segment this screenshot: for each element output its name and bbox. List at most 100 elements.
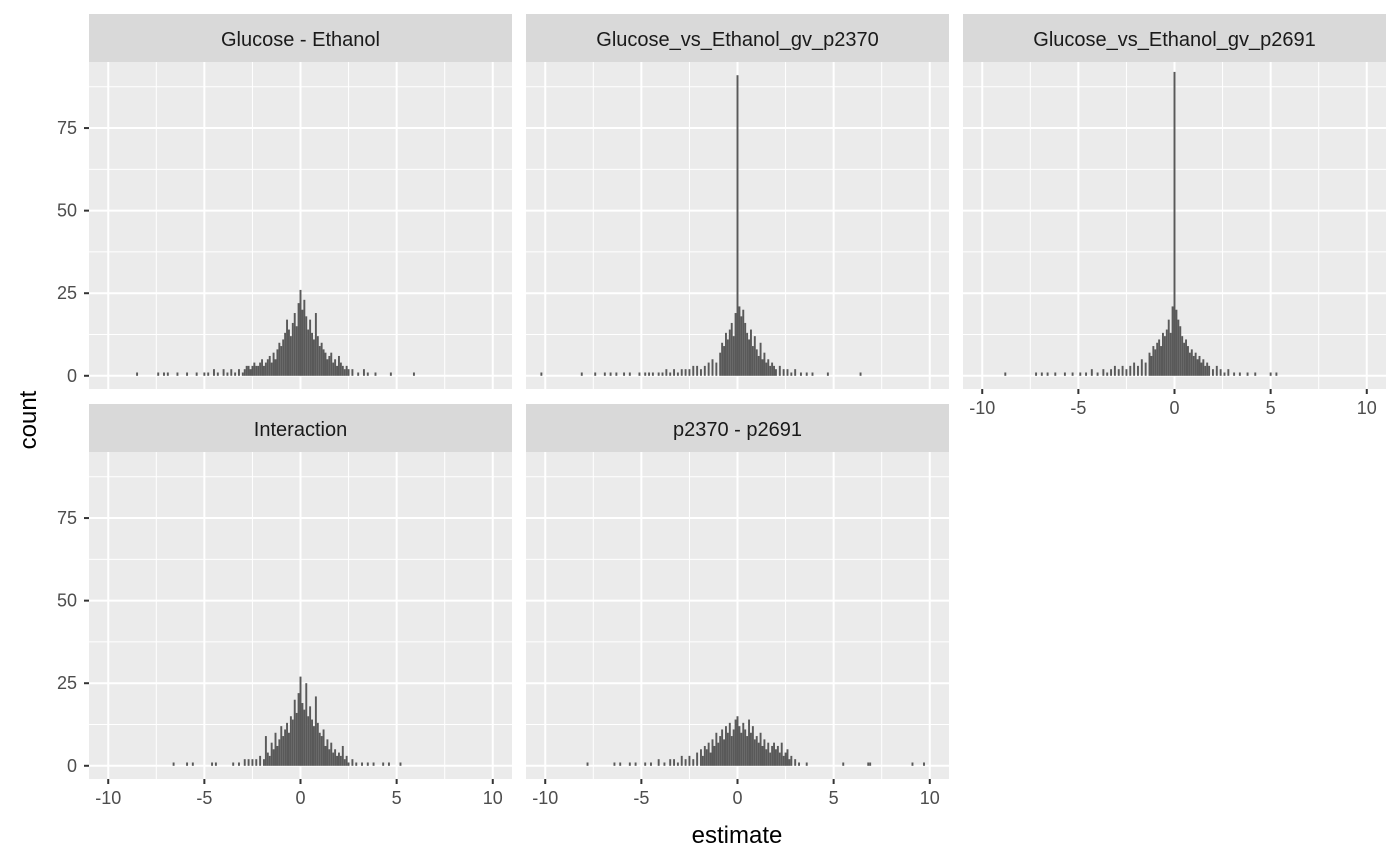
- histogram-bar: [763, 739, 766, 766]
- histogram-bar: [195, 372, 198, 376]
- histogram-bar: [278, 342, 281, 376]
- histogram-bar: [389, 372, 392, 376]
- histogram-bar: [1004, 372, 1007, 376]
- histogram-bar: [318, 732, 321, 766]
- x-tick-label: 10: [483, 788, 503, 808]
- histogram-bar: [782, 369, 785, 376]
- histogram-bar: [320, 342, 323, 376]
- histogram-bar: [1140, 359, 1143, 376]
- histogram-bar: [366, 372, 369, 376]
- histogram-bar: [1121, 365, 1124, 376]
- histogram-bar: [305, 316, 308, 376]
- histogram-bar: [284, 729, 287, 766]
- histogram-bar: [1085, 372, 1088, 376]
- histogram-bar: [657, 759, 660, 766]
- histogram-bar: [1150, 355, 1153, 376]
- histogram-bar: [1071, 372, 1074, 376]
- histogram-bar: [186, 372, 189, 376]
- histogram-bar: [1160, 346, 1163, 376]
- histogram-bar: [680, 369, 683, 376]
- histogram-bar: [799, 372, 802, 376]
- histogram-bar: [757, 355, 760, 376]
- histogram-bar: [767, 742, 770, 766]
- histogram-bar: [322, 349, 325, 376]
- histogram-bar: [730, 322, 733, 376]
- histogram-bar: [1179, 326, 1182, 376]
- histogram-bar: [339, 362, 342, 376]
- histogram-bar: [1233, 372, 1236, 376]
- histogram-bar: [243, 759, 246, 766]
- histogram-bar: [776, 745, 779, 766]
- histogram-bar: [1188, 352, 1191, 376]
- histogram-bar: [1204, 365, 1207, 376]
- x-tick-label: -10: [532, 788, 558, 808]
- histogram-bar: [1137, 365, 1139, 376]
- x-tick-label: -5: [1070, 398, 1086, 418]
- x-tick-label: 0: [732, 788, 742, 808]
- histogram-bar: [696, 752, 699, 766]
- histogram-bar: [711, 739, 714, 766]
- histogram-bar: [1110, 369, 1113, 376]
- histogram-bar: [1223, 372, 1226, 376]
- histogram-bar: [351, 369, 354, 376]
- histogram-bar: [324, 352, 327, 376]
- histogram-bar: [746, 736, 749, 766]
- y-tick-label: 75: [57, 118, 77, 138]
- histogram-bar: [811, 372, 814, 376]
- histogram-bar: [314, 696, 317, 766]
- histogram-bar: [301, 703, 304, 766]
- histogram-bar: [1113, 365, 1116, 376]
- histogram-bar: [211, 762, 214, 766]
- histogram-bar: [334, 359, 337, 376]
- histogram-bar: [709, 752, 712, 766]
- histogram-bar: [1144, 362, 1147, 376]
- histogram-bar: [753, 739, 756, 766]
- histogram-bar: [330, 352, 333, 376]
- histogram-bar: [1183, 342, 1186, 376]
- histogram-bar: [586, 762, 589, 766]
- histogram-bar: [732, 729, 735, 766]
- histogram-bar: [923, 762, 925, 766]
- histogram-bar: [619, 762, 622, 766]
- histogram-bar: [790, 372, 793, 376]
- x-tick-label: 5: [1266, 398, 1276, 418]
- histogram-bar: [798, 762, 800, 766]
- histogram-bar: [726, 339, 729, 376]
- histogram-bar: [1102, 369, 1105, 376]
- histogram-bar: [628, 762, 631, 766]
- histogram-bar: [609, 372, 612, 376]
- histogram-bar: [757, 742, 760, 766]
- histogram-bar: [826, 372, 829, 376]
- histogram-bar: [266, 359, 269, 376]
- histogram-bar: [163, 372, 165, 376]
- histogram-bar: [203, 372, 206, 376]
- histogram-bar: [740, 316, 743, 376]
- histogram-bar: [773, 365, 775, 376]
- y-tick-label: 50: [57, 201, 77, 221]
- x-tick-label: 5: [829, 788, 839, 808]
- histogram-bar: [726, 732, 729, 766]
- histogram-bar: [234, 372, 237, 376]
- facet-strip: [89, 404, 512, 452]
- histogram-bar: [657, 372, 660, 376]
- histogram-bar: [1246, 372, 1249, 376]
- histogram-bar: [663, 762, 666, 766]
- histogram-bar: [734, 313, 737, 376]
- histogram-bar: [345, 755, 348, 766]
- histogram-bar: [1154, 349, 1157, 376]
- histogram-bar: [339, 755, 342, 766]
- histogram-bar: [725, 332, 727, 376]
- histogram-bar: [286, 319, 289, 376]
- histogram-bar: [176, 372, 179, 376]
- facet-strip-label: Glucose_vs_Ethanol_gv_p2370: [596, 29, 878, 51]
- histogram-bar: [172, 762, 175, 766]
- histogram-bar: [288, 732, 290, 766]
- histogram-bar: [274, 359, 277, 376]
- histogram-bar: [644, 762, 647, 766]
- histogram-bar: [299, 289, 302, 376]
- histogram-bar: [261, 359, 264, 376]
- histogram-bar: [751, 726, 754, 766]
- histogram-bar: [247, 759, 250, 766]
- histogram-bar: [303, 709, 306, 766]
- histogram-bar: [717, 742, 720, 766]
